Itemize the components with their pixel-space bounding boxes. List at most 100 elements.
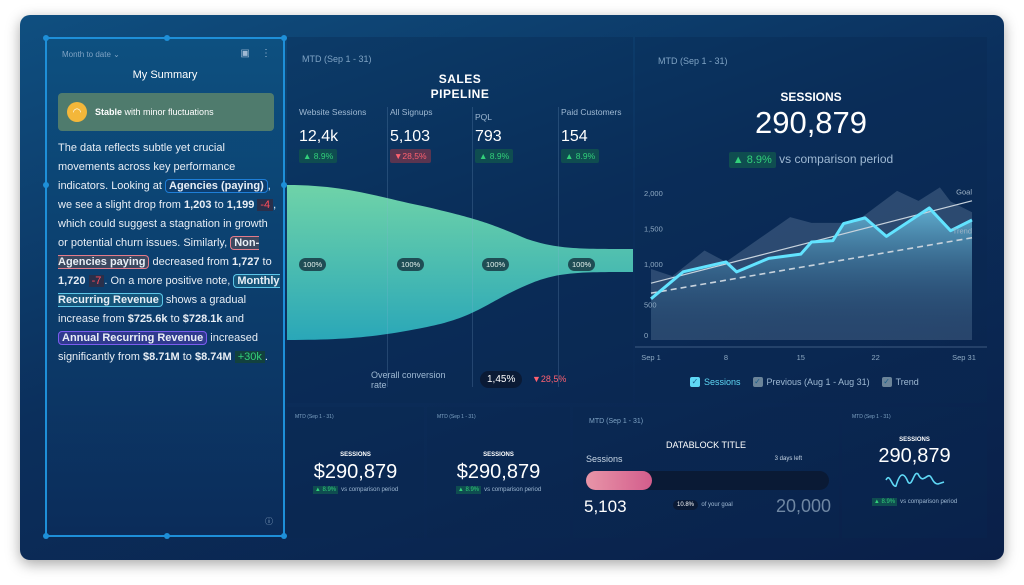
widget-title: My Summary [132,69,198,81]
x-tick-label: 15 [797,353,805,362]
resize-handle[interactable] [164,533,170,539]
status-label: Stable [95,107,123,117]
period-label: MTD (Sep 1 - 31) [295,414,334,420]
days-left: 3 days left [774,456,802,462]
x-tick-label: 8 [724,353,728,362]
conversion-value: 1,45% [480,371,523,388]
sales-pipeline-widget: MTD (Sep 1 - 31) SALES PIPELINE Website S… [287,37,633,403]
stage-percent: 100% [482,258,510,271]
y-tick-label: 0 [644,331,648,340]
sessions-line-chart: 0 500 1,000 1,500 2,000 Sep 1 8 15 22 Sep 31 Goal T… [635,187,987,362]
change-badge: ▲ 8.9% [475,149,514,163]
info-icon[interactable]: ⓘ [265,517,273,526]
stage-all-signups: All Signups 5,103 ▼28,5% [390,107,433,163]
x-tick-label: 22 [872,353,880,362]
chevron-down-icon: ⌄ [113,50,120,59]
change-badge: ▲ 8.9% [728,152,776,168]
tag-arr[interactable]: Annual Recurring Revenue [58,331,208,345]
widget-title: DATABLOCK TITLE [665,440,747,450]
funnel-chart [287,185,633,340]
goal-annotation: Goal [956,187,972,196]
change-badge: ▲ 8.9% [299,149,338,163]
resize-handle[interactable] [43,182,49,188]
metric-label: Sessions [586,454,623,464]
card-value: $290,879 [313,461,398,483]
goal-current: 5,103 [584,497,627,516]
delta-negative: -4 [257,199,274,211]
status-text: with minor fluctuations [124,107,214,117]
y-tick-label: 1,500 [644,225,663,234]
sessions-sparkline-card: MTD (Sep 1 - 31) SESSIONS 290,879 ▲ 8.9%… [842,407,987,538]
date-range-dropdown[interactable]: Month to date ⌄ [62,50,120,59]
card-title: SESSIONS [340,452,371,458]
tag-agencies[interactable]: Agencies (paying) [165,179,268,193]
period-label: MTD (Sep 1 - 31) [658,56,728,66]
widget-title: SESSIONS [780,90,842,104]
sessions-widget: MTD (Sep 1 - 31) SESSIONS 290,879 ▲ 8.9%… [635,37,987,403]
x-tick-label: Sep 31 [952,353,976,362]
period-label: MTD (Sep 1 - 31) [589,418,644,425]
period-label: MTD (Sep 1 - 31) [437,414,476,420]
stage-website-sessions: Website Sessions 12,4k ▲ 8.9% [299,107,367,163]
date-range-label: Month to date [62,50,111,59]
resize-handle[interactable] [43,533,49,539]
stage-percent: 100% [568,258,596,271]
delta-positive: +30k [234,351,265,363]
legend-sessions[interactable]: ✓ Sessions [690,377,741,387]
gauge-icon: ◠ [67,102,87,122]
image-icon[interactable]: ▣ [240,48,250,59]
goal-progress-bar [586,471,829,490]
comparison-row: ▲ 8.9% vs comparison period [635,149,987,168]
stage-paid-customers: Paid Customers 154 ▲ 8.9% [561,107,622,163]
goal-widget: MTD (Sep 1 - 31) DATABLOCK TITLE Session… [573,407,839,538]
chart-legend: ✓ Sessions ✓ Previous (Aug 1 - Aug 31) ✓ Tr… [690,377,931,387]
conversion-label: Overall conversion rate [371,370,446,390]
trend-line [650,236,973,294]
summary-text: The data reflects subtle yet crucial mov… [58,142,280,363]
card-value: 290,879 [878,445,951,467]
y-tick-label: 1,000 [644,260,663,269]
comparison-row: ▲ 8.9% vs comparison period [312,486,399,494]
funnel-shape [287,185,633,340]
resize-handle[interactable] [281,182,287,188]
change-badge: ▲ 8.9% [561,149,600,163]
trend-annotation: Trend [953,227,972,236]
progress-fill [586,471,652,490]
resize-handle[interactable] [164,35,170,41]
card-value: $290,879 [456,461,541,483]
status-banner: ◠ Stable with minor fluctuations [58,93,274,131]
sessions-card: MTD (Sep 1 - 31) SESSIONS $290,879 ▲ 8.9… [427,407,570,538]
widget-title: SALES PIPELINE [430,72,490,101]
card-title: SESSIONS [483,452,514,458]
goal-target: 20,000 [775,496,831,516]
stage-pql: PQL 793 ▲ 8.9% [475,107,555,164]
card-title: SESSIONS [899,437,930,443]
sessions-line [650,206,973,300]
more-options-icon[interactable]: ⋮ [261,48,271,59]
period-label: MTD (Sep 1 - 31) [852,414,891,420]
comparison-row: ▲ 8.9% vs comparison period [871,498,958,506]
goal-percent-row: 10.8% of your goal [673,500,733,510]
resize-handle[interactable] [43,35,49,41]
summary-widget[interactable]: Month to date ⌄ ▣ ⋮ My Summary ◠ Stable … [43,35,287,539]
change-badge: ▼28,5% [390,149,431,163]
checkbox-icon: ✓ [690,377,700,387]
delta-negative: -7 [88,275,105,287]
comparison-row: ▲ 8.9% vs comparison period [455,486,542,494]
checkbox-icon: ✓ [752,377,763,387]
y-tick-label: 2,000 [644,189,663,198]
stage-percent: 100% [299,258,327,271]
sessions-value: 290,879 [754,105,868,140]
sessions-card: MTD (Sep 1 - 31) SESSIONS $290,879 ▲ 8.9… [287,407,424,538]
sparkline [885,472,945,487]
resize-handle[interactable] [281,35,287,41]
legend-previous[interactable]: ✓ Previous (Aug 1 - Aug 31) [752,377,870,387]
legend-trend[interactable]: ✓ Trend [881,377,919,387]
period-label: MTD (Sep 1 - 31) [302,54,372,64]
x-tick-label: Sep 1 [641,353,661,362]
y-tick-label: 500 [644,301,657,310]
sessions-area [651,207,972,340]
stage-percent: 100% [397,258,425,271]
checkbox-icon: ✓ [881,377,892,387]
resize-handle[interactable] [281,533,287,539]
